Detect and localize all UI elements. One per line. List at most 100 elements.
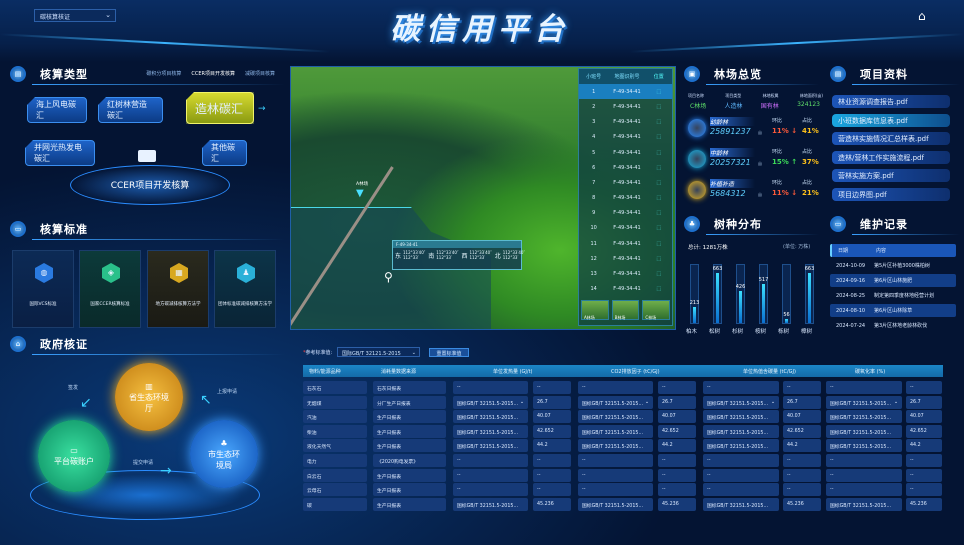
location-icon[interactable]: ⬚ [656,103,662,110]
parcel-row[interactable]: 3 F-49-34-41 ⬚ [579,115,672,130]
standard-select-cell[interactable]: 国标GB/T 32151.5-2015... [453,439,528,453]
value-cell[interactable]: 45.236 [658,497,696,511]
standard-select-cell[interactable]: -- [578,454,653,467]
location-pin-icon[interactable]: ⚲ [384,270,393,284]
standard-select-cell[interactable]: -- [578,468,653,482]
location-icon[interactable]: ⬚ [656,255,662,262]
standard-select-cell[interactable]: -- [703,483,779,497]
value-cell[interactable]: 40.07 [906,410,942,424]
standard-select-cell[interactable]: 国标GB/T 32151.5-2015... ⌄ [826,395,902,409]
type-afforestation[interactable]: 造林碳汇 [186,92,254,124]
value-cell[interactable]: 45.236 [533,497,571,511]
parcel-row[interactable]: 6 F-49-34-41 ⬚ [579,160,672,175]
value-cell[interactable]: -- [906,468,942,482]
standard-select-cell[interactable]: -- [703,468,779,482]
mode-dropdown[interactable]: 碳核算核证 ⌄ [34,9,116,22]
maintenance-row[interactable]: 2024-08-25 制定第四季度林地经营计划 [830,289,956,302]
thumb-a[interactable]: A林场 [581,299,609,320]
standard-select-cell[interactable]: -- [578,483,653,497]
document-link[interactable]: 小班数据库信息表.pdf [832,113,950,127]
parcel-row[interactable]: 11 F-49-34-41 ⬚ [579,236,672,251]
parcel-row[interactable]: 10 F-49-34-41 ⬚ [579,221,672,236]
standard-select-cell[interactable]: -- [703,454,779,467]
standard-select-cell[interactable]: -- [578,381,653,394]
tab-ccer[interactable]: CCER项目开发核算 [191,71,235,77]
document-link[interactable]: 林业资源调查报告.pdf [832,95,950,108]
standard-select-cell[interactable]: 国标GB/T 32151.5-2015... ⌄ [703,395,779,409]
parcel-row[interactable]: 4 F-49-34-41 ⬚ [579,130,672,145]
value-cell[interactable]: 42.652 [783,424,821,438]
value-cell[interactable]: -- [783,483,821,497]
parcel-row[interactable]: 14 F-49-34-41 ⬚ [579,282,672,297]
value-cell[interactable]: 40.07 [658,410,696,424]
value-cell[interactable]: 44.2 [906,439,942,453]
location-icon[interactable]: ⬚ [656,286,662,293]
location-icon[interactable]: ⬚ [656,164,662,171]
standard-card-ccer[interactable]: ◈ 国家CCER核算标准 [79,250,141,328]
standard-select-cell[interactable]: 国标GB/T 32151.5-2015... [826,424,902,438]
location-icon[interactable]: ⬚ [656,119,662,126]
value-cell[interactable]: 42.652 [658,424,696,438]
maintenance-row[interactable]: 2024-07-24 第3片区林地老龄林砍伐 [830,319,956,332]
type-solar-thermal[interactable]: 并网光热发电碳汇 [25,140,95,166]
standard-select-cell[interactable]: 国标GB/T 32151.5-2015... ⌄ [453,395,528,409]
standard-select-cell[interactable]: 国标GB/T 32151.5-2015... [578,410,653,424]
parcel-row[interactable]: 9 F-49-34-41 ⬚ [579,206,672,221]
standard-select-cell[interactable]: -- [826,454,902,467]
value-cell[interactable]: -- [906,381,942,394]
standard-select-cell[interactable]: 国标GB/T 32151.5-2015... [453,410,528,424]
standard-select-cell[interactable]: 国标GB/T 32151.5-2015... [703,497,779,511]
value-cell[interactable]: 42.652 [906,424,942,438]
value-cell[interactable]: 45.236 [783,497,821,511]
location-icon[interactable]: ⬚ [656,179,662,186]
parcel-row[interactable]: 8 F-49-34-41 ⬚ [579,191,672,206]
value-cell[interactable]: 26.7 [658,395,696,409]
standard-select-cell[interactable]: 国标GB/T 32151.5-2015... [826,410,902,424]
tab-reduction[interactable]: 减碳项目核算 [244,71,275,77]
value-cell[interactable]: -- [533,483,571,497]
value-cell[interactable]: 45.236 [906,497,942,511]
standard-card-vcs[interactable]: ◍ 国际VCS标准 [12,250,74,328]
value-cell[interactable]: -- [658,454,696,467]
tab-carbon-credit[interactable]: 碳积分项目核算 [146,71,182,77]
standard-select-cell[interactable]: -- [453,468,528,482]
node-platform[interactable]: ▭ 平台碳账户 [38,420,110,492]
map-marker-icon[interactable]: ▼ [356,188,364,199]
value-cell[interactable]: 40.07 [533,410,571,424]
value-cell[interactable]: 40.07 [783,410,821,424]
value-cell[interactable]: -- [783,468,821,482]
value-cell[interactable]: -- [783,381,821,394]
location-icon[interactable]: ⬚ [656,225,662,232]
standard-select-cell[interactable]: 国标GB/T 32151.5-2015... [578,424,653,438]
parcel-row[interactable]: 2 F-49-34-41 ⬚ [579,99,672,114]
standard-select-cell[interactable]: -- [703,381,779,394]
value-cell[interactable]: 26.7 [533,395,571,409]
location-icon[interactable]: ⬚ [656,271,662,278]
node-city[interactable]: ♣ 市生态环境局 [190,420,258,488]
document-link[interactable]: 造林/营林工作实施流程.pdf [832,150,950,164]
standard-select-cell[interactable]: 国标GB/T 32151.5-2015... [703,439,779,453]
value-cell[interactable]: 42.652 [533,424,571,438]
location-icon[interactable]: ⬚ [656,210,662,217]
parcel-row[interactable]: 7 F-49-34-41 ⬚ [579,175,672,190]
value-cell[interactable]: -- [906,454,942,467]
standard-select-cell[interactable]: 国标GB/T 32151.5-2015... [703,424,779,438]
value-cell[interactable]: -- [906,483,942,497]
standard-select-cell[interactable]: -- [826,483,902,497]
standard-select-cell[interactable]: -- [826,381,902,394]
standard-card-group[interactable]: ♟ 团体标准碳减排核算方法学 [214,250,276,328]
value-cell[interactable]: -- [658,468,696,482]
node-province[interactable]: ▥ 省生态环境厅 [115,363,183,431]
document-link[interactable]: 项目边界图.pdf [832,187,950,201]
parcel-row[interactable]: 12 F-49-34-41 ⬚ [579,251,672,266]
standard-select-cell[interactable]: -- [453,381,528,394]
value-cell[interactable]: -- [783,454,821,467]
value-cell[interactable]: -- [533,381,571,394]
value-cell[interactable]: -- [658,483,696,497]
type-mangrove[interactable]: 红树林营造碳汇 [98,97,163,123]
standard-select-cell[interactable]: 国标GB/T 32151.5-2015... [453,424,528,438]
value-cell[interactable]: -- [658,381,696,394]
maintenance-row[interactable]: 2024-08-10 第6片区山林除草 [830,304,956,317]
location-icon[interactable]: ⬚ [656,195,662,202]
value-cell[interactable]: 44.2 [658,439,696,453]
